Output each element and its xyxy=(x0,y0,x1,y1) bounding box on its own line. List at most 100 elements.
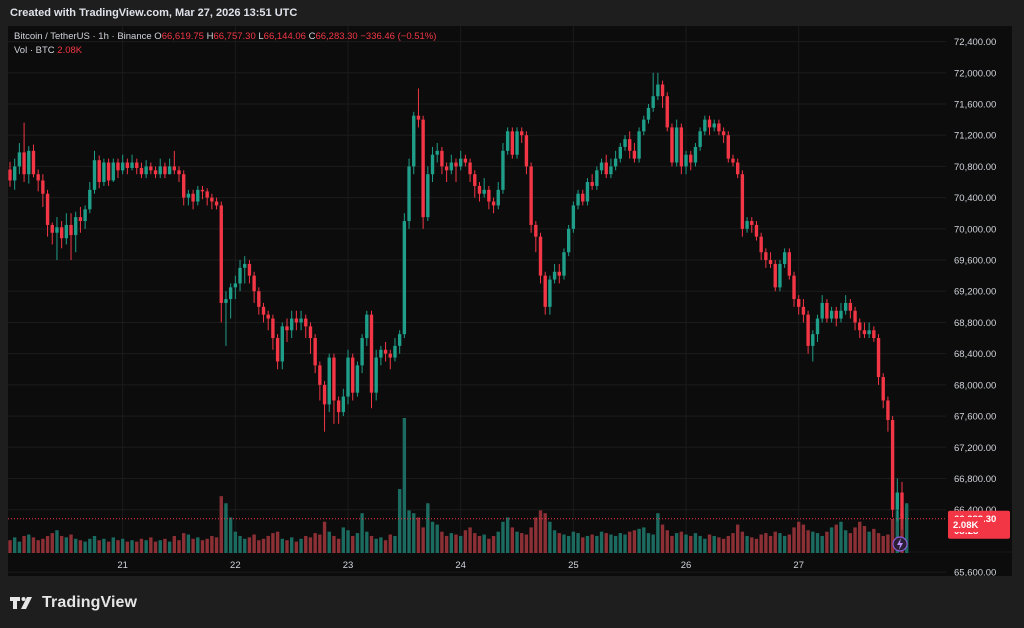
candle-body xyxy=(214,201,219,206)
candle-body xyxy=(153,170,158,175)
candle-body xyxy=(144,166,148,175)
volume-bar xyxy=(510,527,515,553)
volume-bar xyxy=(153,541,158,553)
candle-body xyxy=(444,166,449,171)
volume-bar xyxy=(402,418,407,553)
candle-body xyxy=(149,166,153,171)
volume-bar xyxy=(740,531,745,553)
volume-bar xyxy=(393,535,397,553)
candle-body xyxy=(205,191,209,198)
candle-body xyxy=(106,162,111,181)
volume-bar xyxy=(895,510,899,553)
candle-body xyxy=(520,131,524,136)
volume-bar xyxy=(862,526,867,553)
candle-body xyxy=(341,396,346,413)
volume-badge-value: 2.08K xyxy=(953,520,978,531)
volume-bar xyxy=(257,540,261,553)
candle-body xyxy=(336,400,341,413)
volume-bar xyxy=(595,535,599,553)
y-tick-label: 70,800.00 xyxy=(954,162,996,173)
candle-body xyxy=(881,377,885,401)
volume-bar xyxy=(294,541,299,553)
high-label: H xyxy=(206,31,214,42)
volume-bar xyxy=(412,513,416,553)
volume-bar xyxy=(843,530,848,553)
chart-panel[interactable]: 72,400.00 72,000.00 71,600.00 71,200.00 70,8… xyxy=(8,26,1012,576)
candle-body xyxy=(449,162,453,171)
volume-bar xyxy=(374,538,378,553)
candle-body xyxy=(8,169,12,181)
candle-body xyxy=(703,119,707,132)
candle-body xyxy=(177,170,181,175)
candle-body xyxy=(266,314,270,319)
volume-bar xyxy=(764,533,768,553)
candle-body xyxy=(787,252,792,276)
tradingview-brand[interactable]: TradingView xyxy=(10,594,137,612)
volume-bar xyxy=(656,513,660,553)
tradingview-logo-icon xyxy=(10,597,32,609)
volume-bar xyxy=(797,521,801,553)
volume-bar xyxy=(717,537,721,553)
y-tick-label: 69,200.00 xyxy=(954,287,996,298)
candle-body xyxy=(397,334,402,346)
candle-body xyxy=(83,209,87,222)
volume-bar xyxy=(116,540,120,553)
volume-bar xyxy=(454,534,458,553)
volume-bar xyxy=(768,535,773,553)
volume-bar xyxy=(782,535,787,553)
volume-bar xyxy=(430,521,435,553)
x-tick-label: 26 xyxy=(681,560,692,571)
candle-body xyxy=(261,306,266,315)
y-tick-label: 70,000.00 xyxy=(954,224,996,235)
volume-bar xyxy=(88,538,92,553)
y-tick-label: 67,600.00 xyxy=(954,412,996,423)
candle-body xyxy=(815,318,820,335)
volume-bar xyxy=(8,540,12,553)
volume-bar xyxy=(92,535,97,553)
volume-bar xyxy=(566,535,571,553)
volume-bar xyxy=(721,538,726,553)
y-tick-label: 72,000.00 xyxy=(954,68,996,79)
volume-bar xyxy=(820,535,824,553)
candle-body xyxy=(135,162,139,168)
volume-bar xyxy=(365,531,369,553)
volume-bar xyxy=(590,534,594,553)
candle-body xyxy=(247,263,252,276)
volume-bar xyxy=(233,531,238,553)
volume-bar xyxy=(754,538,759,553)
volume-bar xyxy=(55,530,59,553)
candle-body xyxy=(862,330,867,335)
volume-bar xyxy=(22,535,26,553)
volume-bar xyxy=(444,535,449,553)
volume-bar xyxy=(205,538,209,553)
candle-body xyxy=(839,310,843,319)
volume-bar xyxy=(834,524,838,553)
lightning-icon[interactable] xyxy=(892,536,908,552)
volume-bar xyxy=(341,527,346,553)
volume-bar xyxy=(825,531,829,553)
x-tick-label: 23 xyxy=(343,560,354,571)
volume-bar xyxy=(618,533,623,553)
volume-bar xyxy=(369,535,374,553)
candle-body xyxy=(393,345,397,358)
candle-body xyxy=(764,252,768,261)
candle-body xyxy=(698,131,702,147)
volume-bar xyxy=(778,533,782,553)
candle-body xyxy=(304,318,308,327)
candle-body xyxy=(374,357,378,393)
volume-bar xyxy=(120,538,125,553)
candle-body xyxy=(707,119,712,128)
candle-body xyxy=(618,146,623,159)
candle-body xyxy=(731,158,735,163)
volume-badge xyxy=(948,517,984,532)
volume-bar xyxy=(562,534,566,553)
price-chart[interactable]: 72,400.00 72,000.00 71,600.00 71,200.00 70,8… xyxy=(8,26,1012,576)
volume-bar xyxy=(261,538,266,553)
candle-body xyxy=(604,162,608,175)
candle-body xyxy=(797,299,801,307)
candle-body xyxy=(895,492,899,510)
volume-bar xyxy=(534,517,538,553)
candle-body xyxy=(754,224,759,237)
candle-body xyxy=(543,275,547,307)
candle-body xyxy=(365,314,369,339)
